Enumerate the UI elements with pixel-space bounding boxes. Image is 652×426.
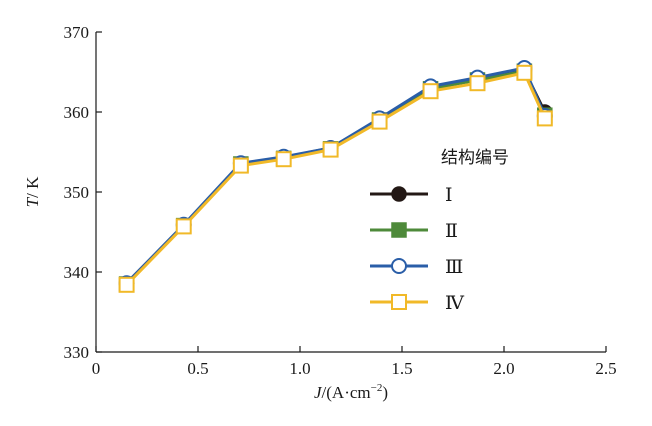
data-point: [118, 276, 135, 293]
series-1: [118, 62, 553, 291]
legend-label: Ⅰ: [445, 185, 453, 206]
series-line: [125, 66, 547, 285]
legend-item: Ⅲ: [370, 257, 463, 278]
y-tick-label: 330: [64, 343, 90, 362]
legend-marker: [391, 186, 407, 202]
legend-label: Ⅳ: [445, 293, 465, 314]
legend-marker: [391, 258, 407, 274]
data-point: [322, 141, 339, 158]
series-3: [118, 60, 553, 292]
series-2: [118, 63, 553, 292]
legend-marker: [391, 222, 407, 238]
series-line: [125, 69, 547, 286]
data-point: [536, 110, 553, 127]
y-axis-title: T/ K: [23, 176, 42, 207]
data-point: [175, 218, 192, 235]
x-tick-label: 1.5: [391, 359, 412, 378]
x-tick-label: 2.0: [493, 359, 514, 378]
legend-marker: [391, 294, 407, 310]
legend-item: Ⅰ: [370, 185, 453, 206]
y-tick-label: 350: [64, 183, 90, 202]
series-4: [118, 64, 553, 293]
x-tick-label: 2.5: [595, 359, 616, 378]
series-line: [125, 71, 547, 286]
y-tick-label: 340: [64, 263, 90, 282]
legend-label: Ⅲ: [445, 257, 463, 278]
x-tick-label: 0: [92, 359, 101, 378]
y-tick-label: 370: [64, 23, 90, 42]
x-tick-label: 0.5: [187, 359, 208, 378]
legend-title: 结构编号: [441, 148, 509, 168]
data-point: [422, 83, 439, 100]
x-tick-label: 1.0: [289, 359, 310, 378]
data-point: [469, 75, 486, 92]
y-tick-label: 360: [64, 103, 90, 122]
legend-item: Ⅱ: [370, 221, 458, 242]
series-line: [125, 68, 547, 285]
legend-item: Ⅳ: [370, 293, 465, 314]
data-point: [232, 157, 249, 174]
x-axis-title: J/(A·cm−2): [314, 382, 388, 402]
data-point: [371, 113, 388, 130]
data-point: [275, 151, 292, 168]
data-point: [516, 64, 533, 81]
legend-label: Ⅱ: [445, 221, 458, 242]
